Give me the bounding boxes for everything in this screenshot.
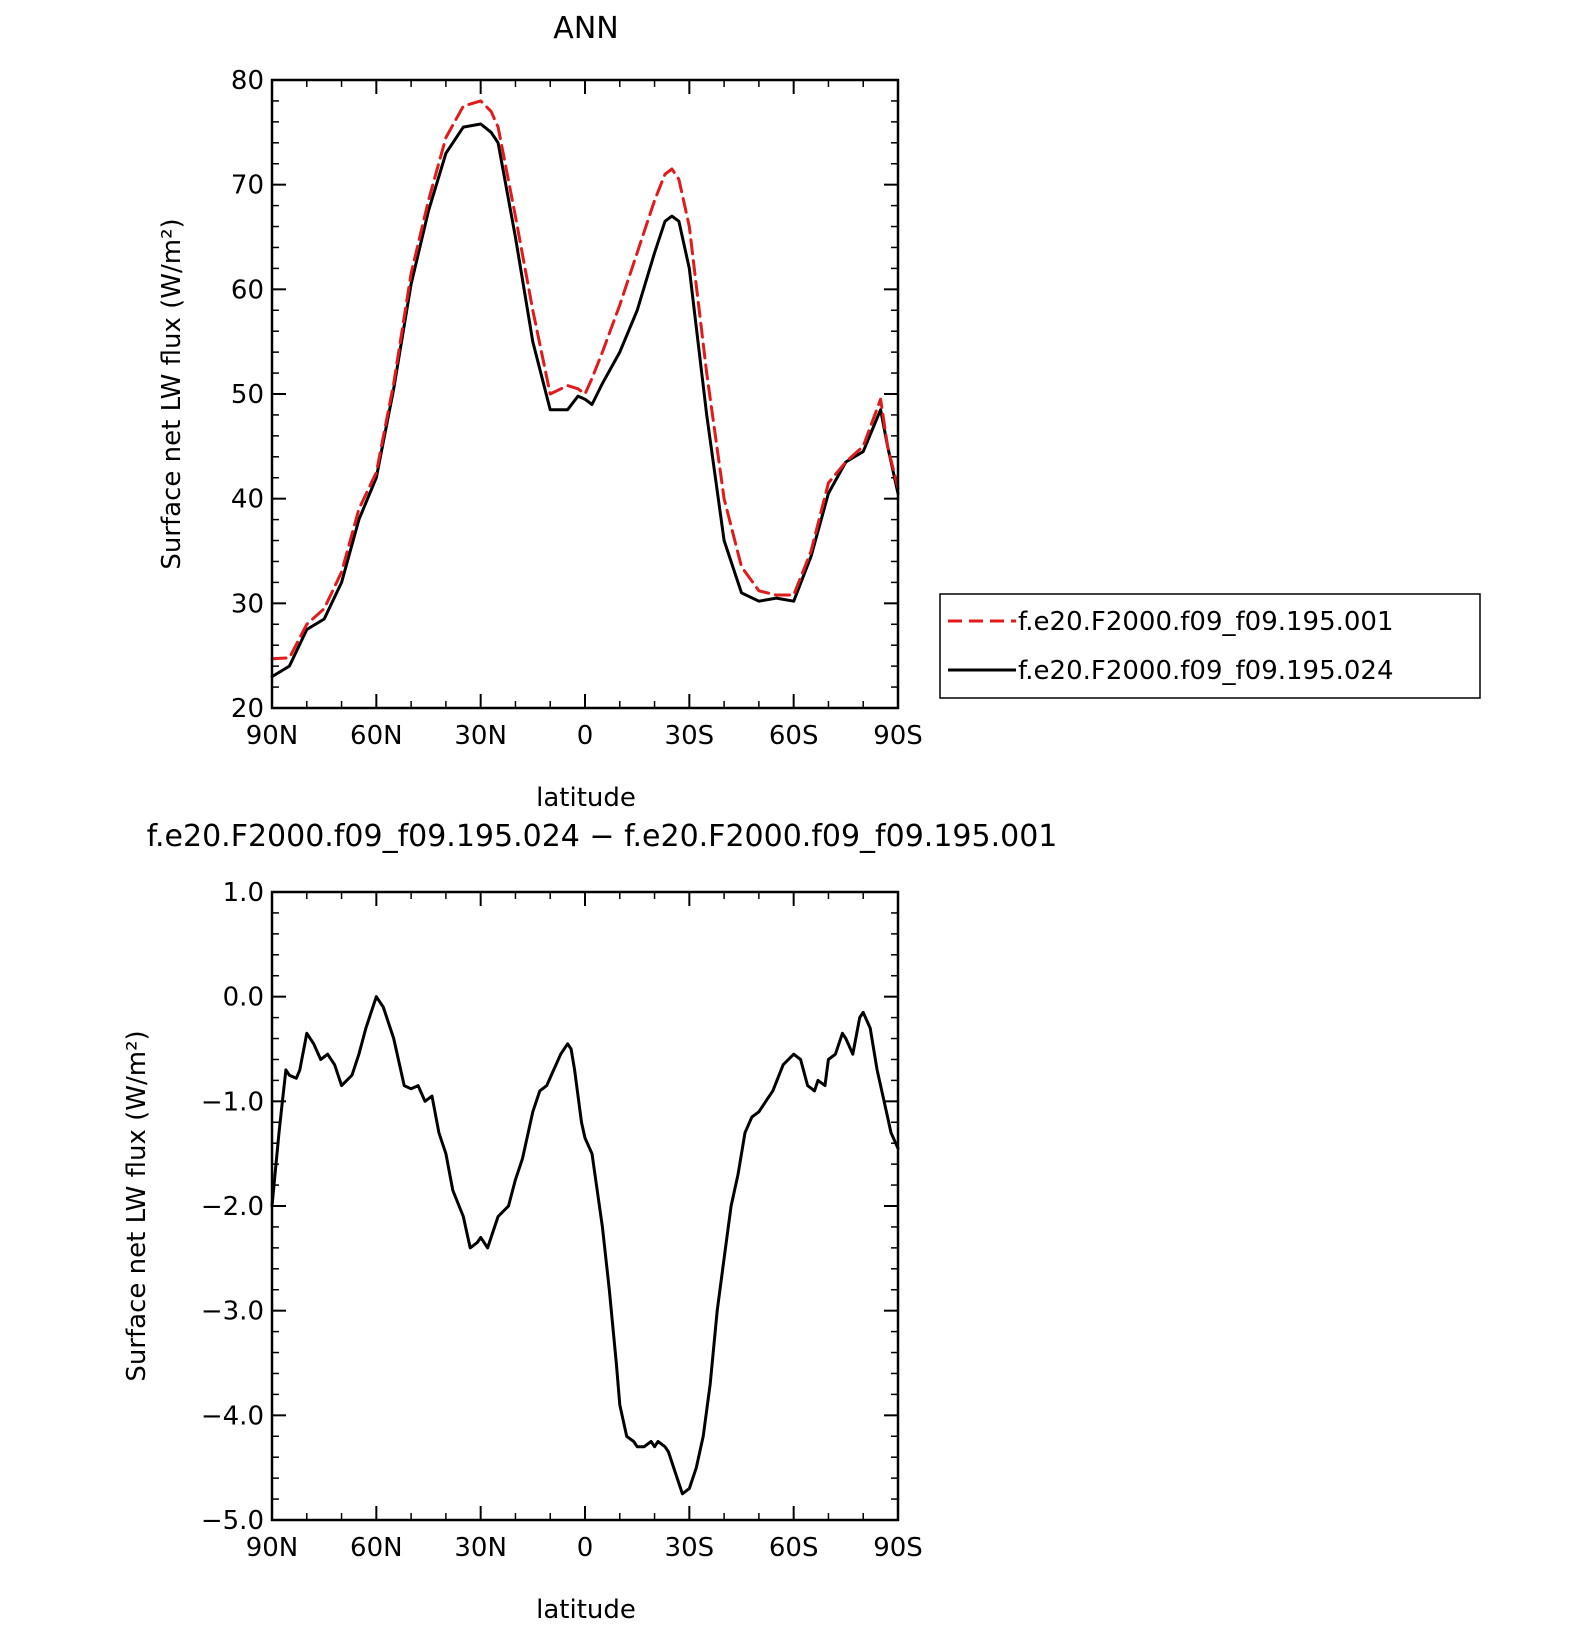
y-tick-label: −2.0 [201,1192,264,1222]
y-tick-labels-bottom: −5.0 −4.0 −3.0 −2.0 −1.0 0.0 1.0 [201,878,264,1536]
plot-frame-bottom [270,890,900,1522]
legend-label-024: f.e20.F2000.f09_f09.195.024 [1018,656,1394,686]
x-tick-label: 60S [769,1533,819,1563]
x-tick-label: 30N [454,1533,507,1563]
series-line-0-0 [270,99,900,661]
xlabel-top: latitude [536,783,636,813]
y-tick-label: −1.0 [201,1087,264,1117]
y-tick-label: 1.0 [223,878,264,908]
y-tick-label: 40 [231,485,264,515]
x-tick-label: 60N [350,721,403,751]
y-tick-label: 70 [231,171,264,201]
legend: f.e20.F2000.f09_f09.195.001 f.e20.F2000.… [939,593,1481,699]
axis-ticks-top [271,79,899,709]
x-tick-label: 0 [577,1533,594,1563]
legend-box [939,593,1481,699]
axis-ticks-bottom [271,891,899,1521]
x-tick-label: 60S [769,721,819,751]
x-tick-label: 60N [350,1533,403,1563]
y-tick-label: 60 [231,275,264,305]
ylabel-top: Surface net LW flux (W/m²) [157,218,187,569]
ylabel-bottom: Surface net LW flux (W/m²) [122,1030,152,1381]
panel-top: ANN 20 30 40 50 60 70 80 90N 60N 30N 0 30S 60S 90S l… [157,11,1481,813]
x-tick-label: 90S [873,721,923,751]
x-tick-label: 30N [454,721,507,751]
y-tick-label: 80 [231,66,264,96]
y-tick-label: −4.0 [201,1401,264,1431]
y-tick-label: 30 [231,589,264,619]
y-tick-label: 50 [231,380,264,410]
x-tick-label: 0 [577,721,594,751]
series-lines-bottom [270,995,900,1496]
y-tick-label: −5.0 [201,1506,264,1536]
y-tick-label: −3.0 [201,1297,264,1327]
x-tick-labels-top: 90N 60N 30N 0 30S 60S 90S [246,721,923,751]
series-line-0-1 [270,122,900,679]
y-tick-labels-top: 20 30 40 50 60 70 80 [231,66,264,724]
title-bottom: f.e20.F2000.f09_f09.195.024 − f.e20.F200… [147,819,1058,854]
x-tick-label: 90N [246,721,299,751]
x-tick-label: 30S [665,1533,715,1563]
panel-bottom: f.e20.F2000.f09_f09.195.024 − f.e20.F200… [122,819,1057,1625]
x-tick-label: 90S [873,1533,923,1563]
plot-frame-top [270,78,900,710]
xlabel-bottom: latitude [536,1595,636,1625]
title-top: ANN [553,11,618,46]
x-tick-label: 30S [665,721,715,751]
series-line-1-0 [270,995,900,1496]
x-tick-labels-bottom: 90N 60N 30N 0 30S 60S 90S [246,1533,923,1563]
x-tick-label: 90N [246,1533,299,1563]
y-tick-label: 20 [231,694,264,724]
legend-label-001: f.e20.F2000.f09_f09.195.001 [1018,607,1394,637]
y-tick-label: 0.0 [223,983,264,1013]
series-lines-top [270,99,900,679]
